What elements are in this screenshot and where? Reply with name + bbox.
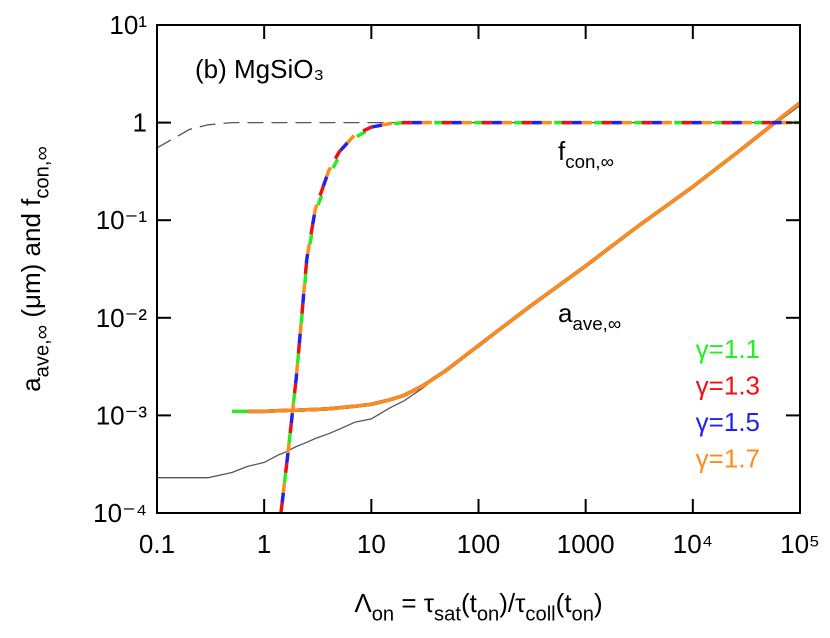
- aave-line: [247, 101, 800, 414]
- axes-frame: [156, 24, 801, 514]
- legend-entry: γ=1.1: [696, 334, 760, 364]
- x-axis-label-part: = τ: [394, 588, 435, 618]
- aave-label: aave,∞: [558, 298, 621, 334]
- y-axis-label-part: (μm) and f: [16, 198, 46, 325]
- x-tick-label: 100: [457, 529, 500, 559]
- y-tick-label: 10⁻³: [96, 400, 148, 430]
- fcon-line: [279, 120, 800, 513]
- x-axis-label-part: ): [594, 588, 603, 618]
- x-tick-label: 0.1: [139, 529, 175, 559]
- x-axis-label-part: (t: [556, 588, 573, 618]
- x-axis-label-part: coll: [525, 603, 555, 625]
- y-tick-label: 10⁻¹: [96, 205, 148, 235]
- x-tick-label: 1000: [557, 529, 615, 559]
- aave-line: [247, 101, 800, 414]
- panel-label: (b) MgSiO₃: [195, 54, 324, 84]
- aave-line: [231, 101, 800, 414]
- x-axis-label-part: on: [572, 603, 594, 625]
- reference-line: [157, 121, 800, 149]
- fcon-label-part: f: [558, 136, 566, 166]
- x-tick-label: 10: [357, 529, 386, 559]
- aave-label-part: a: [558, 298, 573, 328]
- aave-label-part: ave,∞: [572, 313, 621, 334]
- y-axis-label-part: ave,∞: [31, 325, 53, 377]
- x-axis-label-part: on: [477, 603, 499, 625]
- x-axis-label-part: Λ: [354, 588, 372, 618]
- fcon-label-part: con,∞: [565, 151, 614, 172]
- legend-entry: γ=1.7: [696, 444, 760, 474]
- aave-line: [247, 101, 800, 414]
- x-axis-label-part: (t: [461, 588, 478, 618]
- x-tick-label: 10⁵: [780, 529, 820, 559]
- y-axis-label: aave,∞ (μm) and fcon,∞: [16, 146, 53, 392]
- legend-entry: γ=1.5: [696, 407, 760, 437]
- x-axis-label: Λon = τsat(ton)/τcoll(ton): [354, 588, 602, 625]
- y-axis-label-part: con,∞: [31, 146, 53, 198]
- x-axis-label-part: )/τ: [499, 588, 526, 618]
- y-tick-label: 10⁻²: [96, 303, 148, 333]
- y-tick-label: 10¹: [109, 10, 147, 40]
- x-axis-label-part: sat: [434, 603, 461, 625]
- x-tick-label: 1: [257, 529, 271, 559]
- y-tick-label: 10⁻⁴: [93, 498, 147, 528]
- legend-entry: γ=1.3: [696, 371, 760, 401]
- fcon-line: [279, 120, 800, 513]
- y-axis-label-part: a: [16, 377, 46, 392]
- y-tick-label: 1: [133, 108, 147, 138]
- plot-area: [157, 101, 800, 513]
- x-axis-label-part: on: [372, 603, 394, 625]
- fcon-label: fcon,∞: [558, 136, 614, 172]
- x-tick-label: 10⁴: [673, 529, 713, 559]
